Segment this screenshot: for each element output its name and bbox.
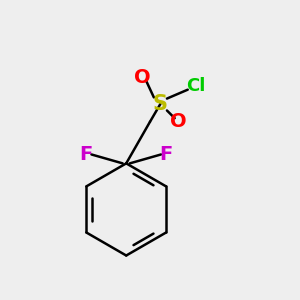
Text: Cl: Cl [186, 77, 206, 95]
Text: S: S [153, 94, 168, 114]
Text: F: F [80, 145, 93, 164]
Text: O: O [134, 68, 151, 87]
Text: O: O [170, 112, 187, 131]
Text: F: F [160, 145, 173, 164]
